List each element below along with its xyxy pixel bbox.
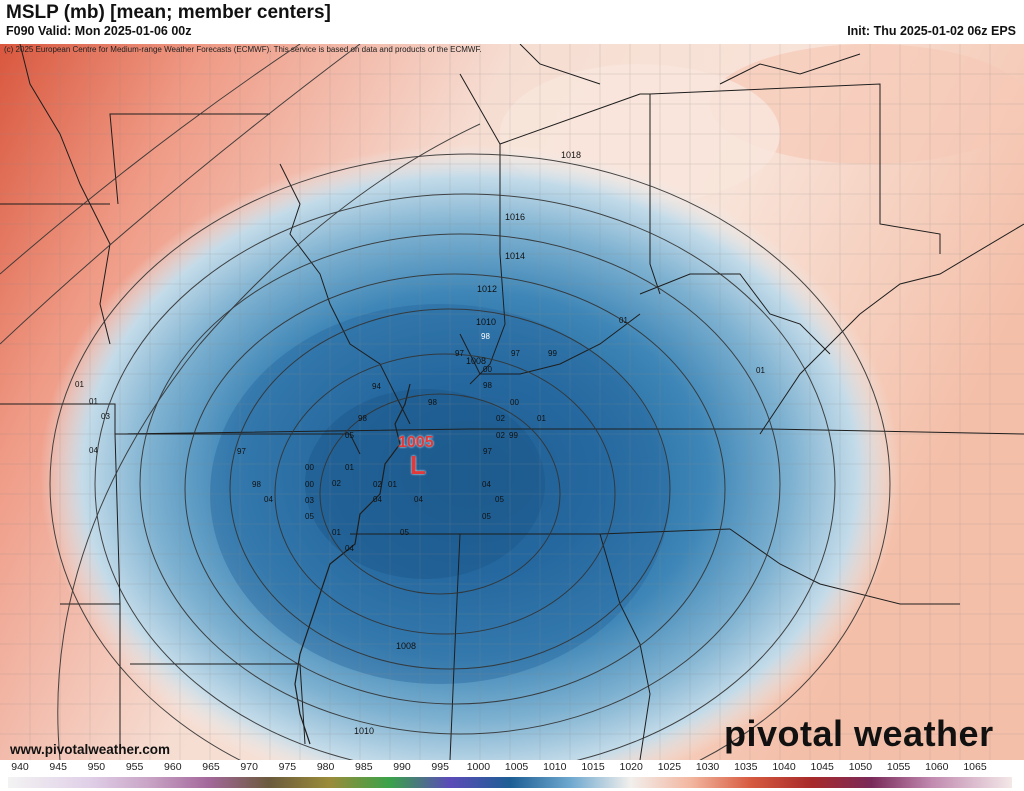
member-center: 04 — [89, 446, 98, 455]
isobars — [0, 44, 891, 760]
logo-text: pivotal weather — [724, 713, 994, 754]
mississippi-river — [294, 383, 411, 745]
member-center: 01 — [756, 366, 765, 375]
pressure-map[interactable]: 1018 1016 1014 1012 1010 1008 1008 1010 … — [0, 44, 1024, 760]
isobar-label: 1008 — [466, 356, 487, 366]
member-center: 97 — [511, 349, 520, 358]
colorbar-tick-label: 985 — [355, 761, 373, 773]
member-center: 99 — [548, 349, 557, 358]
isobar-label: 1014 — [505, 251, 526, 261]
member-center: 04 — [414, 495, 423, 504]
member-center: 04 — [345, 544, 354, 553]
missouri-river — [19, 44, 111, 345]
copyright-notice: (c) 2025 European Centre for Medium-rang… — [4, 45, 482, 54]
watermark-url: www.pivotalweather.com — [10, 742, 171, 757]
colorbar-tick-label: 980 — [316, 761, 335, 773]
map-title: MSLP (mb) [mean; member centers] — [6, 2, 331, 23]
member-center: 97 — [455, 349, 464, 358]
member-center: 97 — [483, 447, 492, 456]
member-center: 97 — [237, 447, 246, 456]
colorbar-gradient — [8, 777, 1012, 788]
colorbar-tick-label: 1050 — [848, 761, 873, 773]
colorbar-tick-label: 970 — [240, 761, 258, 773]
colorbar-tick-label: 960 — [164, 761, 182, 773]
isobar-label: 1008 — [396, 641, 417, 651]
colorbar-tick-label: 1035 — [734, 761, 758, 773]
colorbar-tick-label: 990 — [393, 761, 411, 773]
member-center: 05 — [495, 495, 504, 504]
colorbar-tick-label: 1045 — [810, 761, 834, 773]
low-center-symbol: L — [410, 450, 426, 480]
member-center: 98 — [481, 332, 490, 341]
member-center: 05 — [345, 431, 354, 440]
colorbar: 940 945 950 955 960 965 970 975 980 985 990 995 1000… — [0, 760, 1024, 791]
member-center: 00 — [305, 480, 314, 489]
init-time: Init: Thu 2025-01-02 06z EPS — [847, 24, 1016, 38]
colorbar-tick-label: 1000 — [466, 761, 491, 773]
member-center: 98 — [483, 381, 492, 390]
member-center: 02 — [373, 480, 382, 489]
low-center-pressure: 1005 — [398, 434, 434, 451]
colorbar-tick-label: 1030 — [695, 761, 720, 773]
isobar-label: 1018 — [561, 150, 582, 160]
map-canvas — [0, 44, 1024, 760]
member-center: 00 — [510, 398, 519, 407]
member-center: 05 — [482, 512, 491, 521]
member-center: 04 — [264, 495, 273, 504]
member-center: 04 — [482, 480, 491, 489]
member-center: 02 — [332, 479, 341, 488]
member-center: 03 — [101, 412, 110, 421]
member-center: 98 — [428, 398, 437, 407]
colorbar-tick-label: 1015 — [581, 761, 605, 773]
member-center: 01 — [537, 414, 546, 423]
colorbar-tick-label: 995 — [431, 761, 449, 773]
colorbar-tick-label: 1060 — [925, 761, 949, 773]
colorbar-tick-label: 1010 — [543, 761, 567, 773]
member-center: 01 — [89, 397, 98, 406]
member-center: 02 — [496, 414, 505, 423]
colorbar-tick-label: 1020 — [619, 761, 643, 773]
colorbar-tick-label: 1065 — [963, 761, 987, 773]
colorbar-tick-label: 1040 — [772, 761, 796, 773]
colorbar-tick-label: 1005 — [504, 761, 529, 773]
ohio-river — [459, 313, 641, 375]
colorbar-tick-label: 975 — [278, 761, 297, 773]
member-center: 94 — [372, 382, 381, 391]
isobar-label: 1016 — [505, 212, 526, 222]
watermark-logo: pivotal weather — [724, 713, 994, 755]
member-center: 05 — [305, 512, 314, 521]
header: MSLP (mb) [mean; member centers] F090 Va… — [0, 0, 1024, 44]
colorbar-tick-label: 1025 — [657, 761, 682, 773]
colorbar-tick-label: 945 — [49, 761, 67, 773]
member-center: 01 — [75, 380, 84, 389]
isobar-label: 1010 — [354, 726, 375, 736]
member-center: 01 — [332, 528, 341, 537]
colorbar-strip — [8, 777, 1012, 788]
isobar-label: 1010 — [476, 317, 497, 327]
colorbar-tick-label: 965 — [202, 761, 220, 773]
colorbar-tick-label: 950 — [87, 761, 106, 773]
colorbar-tick-label: 1055 — [886, 761, 911, 773]
member-center: 02 — [496, 431, 505, 440]
member-center: 04 — [373, 495, 382, 504]
member-center: 99 — [509, 431, 518, 440]
member-center: 00 — [483, 365, 492, 374]
member-center: 05 — [400, 528, 409, 537]
colorbar-tick-label: 955 — [125, 761, 144, 773]
isobar-label: 1012 — [477, 284, 498, 294]
member-center: 00 — [305, 463, 314, 472]
member-center: 01 — [388, 480, 397, 489]
colorbar-tick-labels: 940 945 950 955 960 965 970 975 980 985 990 995 1000… — [0, 761, 1024, 775]
valid-time: F090 Valid: Mon 2025-01-06 00z — [6, 24, 192, 38]
state-borders — [0, 44, 1024, 760]
member-center: 98 — [252, 480, 261, 489]
member-center: 03 — [305, 496, 314, 505]
member-center: 98 — [358, 414, 367, 423]
member-center: 01 — [619, 316, 628, 325]
colorbar-tick-label: 940 — [11, 761, 29, 773]
member-center: 01 — [345, 463, 354, 472]
